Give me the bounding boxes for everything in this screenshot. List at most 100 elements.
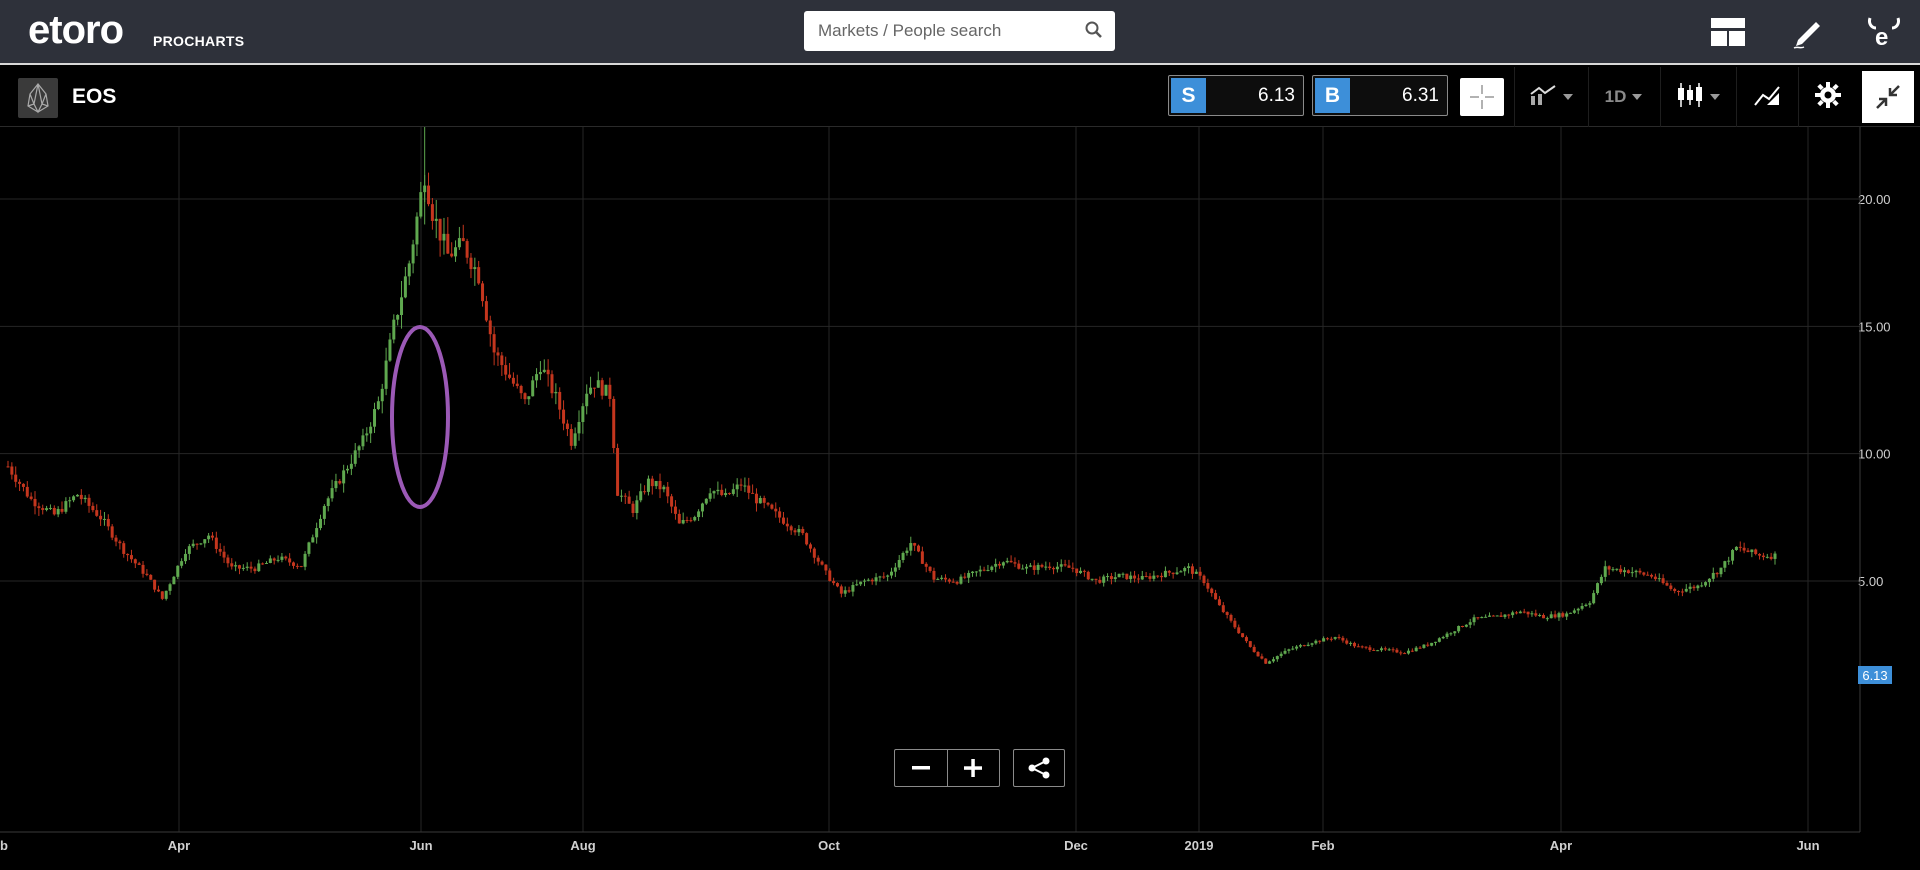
top-navigation-bar: etoro PROCHARTS e (0, 0, 1920, 65)
candle-body (986, 569, 990, 571)
settings-button[interactable] (1798, 67, 1856, 127)
candle-body (789, 526, 793, 531)
search-input[interactable] (804, 11, 1074, 51)
candle-body (477, 267, 481, 284)
candle-body (1704, 582, 1708, 586)
candle-body (639, 491, 643, 501)
candle-body (797, 529, 801, 533)
candle-body (376, 401, 380, 410)
eos-logo-icon (18, 78, 58, 118)
candle-body (697, 511, 701, 518)
candle-body (1156, 575, 1160, 577)
candle-body (1588, 603, 1592, 605)
candle-body (222, 551, 226, 558)
candle-body (500, 355, 504, 366)
candle-body (1603, 566, 1607, 577)
collapse-fullscreen-button[interactable] (1858, 67, 1918, 127)
chevron-down-icon (1632, 94, 1643, 100)
candle-body (554, 391, 558, 394)
search-box[interactable] (804, 11, 1115, 51)
chart-type-dropdown[interactable] (1660, 67, 1734, 127)
candle-body (481, 283, 485, 302)
product-name: PROCHARTS (153, 33, 245, 49)
candle-body (801, 529, 805, 534)
candle-body (37, 506, 41, 509)
candle-body (851, 585, 855, 592)
candle-body (1360, 646, 1364, 648)
sell-label: S (1171, 78, 1206, 113)
candle-body (1306, 644, 1310, 646)
candle-body (1453, 631, 1457, 634)
zoom-out-button[interactable] (895, 750, 947, 786)
instrument-toolbar: EOS S 6.13 B 6.31 1D (0, 67, 1920, 127)
candle-body (156, 589, 160, 592)
candle-body (1657, 578, 1661, 580)
candle-body (1241, 633, 1245, 638)
zoom-in-button[interactable] (946, 750, 1000, 786)
candle-body (1565, 613, 1569, 617)
candle-body (700, 503, 704, 512)
etoro-menu-icon[interactable]: e (1862, 10, 1906, 54)
candle-body (1414, 647, 1418, 652)
candle-body (778, 511, 782, 518)
candle-body (1009, 560, 1013, 563)
candle-body (878, 576, 882, 578)
candle-body (658, 480, 662, 490)
candle-body (14, 474, 18, 482)
candle-body (1279, 653, 1283, 657)
price-chart[interactable]: 20.00 15.00 10.00 5.00 Apr Jun Aug Oct Dec 2019 F… (0, 112, 1920, 865)
candle-body (465, 241, 469, 258)
search-icon[interactable] (1085, 21, 1103, 44)
candle-body (619, 495, 623, 497)
candle-body (1557, 613, 1561, 618)
candle-body (1623, 570, 1627, 573)
candle-body (237, 565, 241, 569)
candle-body (550, 374, 554, 394)
brand-wordmark: etoro (28, 8, 124, 52)
candle-body (635, 500, 639, 514)
candle-body (187, 546, 191, 554)
candle-body (1750, 549, 1754, 553)
drawing-tools-button[interactable] (1736, 67, 1796, 127)
candle-body (1048, 566, 1052, 569)
y-tick-label: 20.00 (1858, 192, 1891, 207)
crosshair-button[interactable] (1452, 67, 1512, 127)
candle-body (1653, 576, 1657, 580)
candle-body (758, 497, 762, 504)
candle-body (1314, 640, 1318, 644)
compare-dropdown[interactable] (1514, 67, 1586, 127)
candle-body (673, 506, 677, 514)
layout-icon[interactable] (1706, 10, 1750, 54)
candle-body (280, 556, 284, 560)
x-tick-label: b (0, 838, 8, 853)
candle-body (1256, 652, 1260, 657)
candle-body (1017, 563, 1021, 569)
candle-body (272, 558, 276, 561)
candle-body (1426, 644, 1430, 646)
candle-body (129, 555, 133, 560)
candle-body (1113, 577, 1117, 580)
candle-body (542, 369, 546, 373)
candle-body (102, 518, 106, 520)
candle-body (1422, 644, 1426, 648)
pencil-draw-icon[interactable] (1786, 10, 1830, 54)
timeframe-dropdown[interactable]: 1D (1588, 67, 1658, 127)
candle-body (268, 558, 272, 563)
minus-icon (911, 766, 930, 770)
candle-body (311, 537, 315, 543)
candle-body (1761, 555, 1765, 558)
candle-body (1607, 566, 1611, 570)
candle-body (511, 377, 515, 384)
candlestick-chart[interactable]: 20.00 15.00 10.00 5.00 Apr Jun Aug Oct Dec 2019 F… (0, 112, 1920, 865)
candle-body (936, 578, 940, 580)
sell-button[interactable]: S 6.13 (1168, 75, 1304, 116)
candle-body (1268, 661, 1272, 664)
candle-body (1545, 618, 1549, 620)
candle-body (940, 577, 944, 579)
share-button[interactable] (1013, 749, 1065, 787)
candle-body (944, 577, 948, 580)
candle-body (1217, 599, 1221, 606)
buy-button[interactable]: B 6.31 (1312, 75, 1448, 116)
candle-body (83, 497, 87, 500)
candle-body (573, 433, 577, 446)
